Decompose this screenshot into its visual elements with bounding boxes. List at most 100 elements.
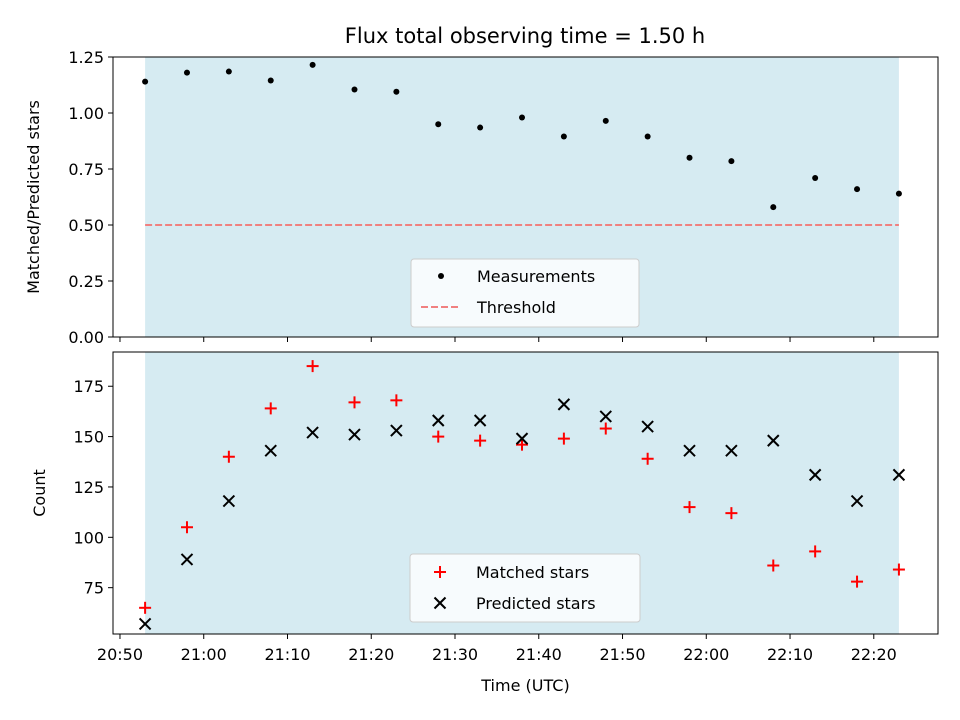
legend-plus-marker xyxy=(434,566,446,578)
matched-star-point xyxy=(851,575,864,588)
measurement-point xyxy=(225,68,232,75)
bottom-axes-frame xyxy=(112,351,939,635)
top-legend: Measurements Threshold xyxy=(410,258,640,328)
predicted-star-point xyxy=(725,444,738,457)
matched-star-point xyxy=(641,452,654,465)
marker-stroke xyxy=(515,432,529,445)
predicted-star-point xyxy=(180,553,194,566)
measurement-points xyxy=(142,61,902,211)
matched-star-point xyxy=(306,360,319,373)
y-tick-label: 1.00 xyxy=(68,104,104,123)
bottom-x-ticks: 20:50 21:00 21:10 21:20 21:30 21:40 21:50 22:00… xyxy=(97,634,897,664)
marker-stroke xyxy=(264,444,277,457)
matched-star-point xyxy=(683,501,696,514)
marker-stroke xyxy=(808,468,822,482)
matched-star-point xyxy=(390,394,403,407)
predicted-star-point xyxy=(599,410,612,423)
predicted-star-point xyxy=(390,424,403,437)
x-tick-label: 22:20 xyxy=(851,645,897,664)
matched-star-point xyxy=(180,521,193,534)
bottom-panel: 75 100 125 150 175 20:50 21:00 21:10 21:20 21:30… xyxy=(30,351,939,695)
marker-stroke xyxy=(138,617,152,631)
y-tick-label: 125 xyxy=(73,478,104,497)
measurement-point xyxy=(435,121,442,128)
marker-stroke xyxy=(473,414,487,427)
predicted-star-point xyxy=(264,444,277,457)
legend-marker-matched xyxy=(434,566,446,578)
predicted-star-point xyxy=(306,426,319,439)
marker-stroke xyxy=(683,444,696,457)
measurement-point xyxy=(770,204,777,211)
measurement-point xyxy=(895,190,902,197)
marker-stroke xyxy=(180,553,194,566)
y-tick-label: 100 xyxy=(73,528,104,547)
measurement-point xyxy=(519,114,526,121)
measurement-point xyxy=(728,158,735,165)
x-tick-label: 20:50 xyxy=(97,645,143,664)
predicted-star-point xyxy=(557,398,571,411)
marker-stroke xyxy=(433,596,447,610)
y-tick-label: 0.50 xyxy=(68,216,104,235)
matched-star-points xyxy=(139,360,905,614)
x-tick-label: 22:00 xyxy=(683,645,729,664)
marker-stroke xyxy=(599,410,612,423)
bottom-y-axis-label: Count xyxy=(30,469,49,517)
x-tick-label: 21:20 xyxy=(348,645,394,664)
marker-stroke xyxy=(892,468,906,482)
marker-stroke xyxy=(767,434,780,447)
marker-stroke xyxy=(641,420,654,433)
predicted-star-points xyxy=(138,398,906,631)
x-tick-label: 21:50 xyxy=(599,645,645,664)
measurement-point xyxy=(267,77,274,84)
predicted-star-point xyxy=(432,414,445,427)
marker-stroke xyxy=(348,428,361,441)
marker-stroke xyxy=(306,426,319,439)
marker-stroke xyxy=(390,424,403,437)
marker-stroke xyxy=(557,398,571,411)
measurement-point xyxy=(854,186,861,193)
legend-marker-predicted xyxy=(433,596,447,610)
bottom-legend: Matched stars Predicted stars xyxy=(409,553,641,623)
measurement-point xyxy=(183,69,190,76)
measurement-point xyxy=(309,61,316,68)
bottom-legend-box xyxy=(409,553,641,623)
predicted-star-point xyxy=(850,494,864,508)
legend-label-measurements: Measurements xyxy=(477,267,595,286)
y-tick-label: 0.00 xyxy=(68,328,104,347)
measurement-point xyxy=(644,133,651,140)
predicted-star-point xyxy=(892,468,906,482)
top-legend-box xyxy=(410,258,640,328)
marker-stroke xyxy=(222,494,236,508)
matched-star-point xyxy=(222,450,235,463)
legend-label-predicted: Predicted stars xyxy=(476,594,596,613)
predicted-star-point xyxy=(808,468,822,482)
measurement-point xyxy=(602,117,609,124)
top-y-ticks: 0.00 0.25 0.50 0.75 1.00 1.25 xyxy=(68,48,113,347)
matched-star-point xyxy=(557,432,570,445)
predicted-star-point xyxy=(348,428,361,441)
y-tick-label: 1.25 xyxy=(68,48,104,67)
matched-star-point xyxy=(599,422,612,435)
predicted-star-point xyxy=(222,494,236,508)
x-tick-label: 21:30 xyxy=(432,645,478,664)
legend-marker-measurements xyxy=(438,273,444,279)
predicted-star-point xyxy=(683,444,696,457)
x-tick-label: 21:00 xyxy=(181,645,227,664)
top-x-ticks xyxy=(119,337,875,342)
predicted-star-point xyxy=(473,414,487,427)
legend-label-matched: Matched stars xyxy=(476,563,589,582)
y-tick-label: 175 xyxy=(73,377,104,396)
matched-star-point xyxy=(725,507,738,520)
x-tick-label: 22:10 xyxy=(767,645,813,664)
predicted-star-point xyxy=(138,617,152,631)
matched-star-point xyxy=(892,563,905,576)
measurement-point xyxy=(351,86,358,93)
y-tick-label: 75 xyxy=(84,579,104,598)
legend-label-threshold: Threshold xyxy=(476,298,556,317)
bottom-y-ticks: 75 100 125 150 175 xyxy=(73,377,113,598)
figure-title: Flux total observing time = 1.50 h xyxy=(345,24,705,48)
measurement-point xyxy=(812,174,819,181)
measurement-point xyxy=(142,78,149,85)
x-tick-label: 21:10 xyxy=(264,645,310,664)
top-panel: 0.00 0.25 0.50 0.75 1.00 1.25 Matched/Predict… xyxy=(24,48,939,347)
